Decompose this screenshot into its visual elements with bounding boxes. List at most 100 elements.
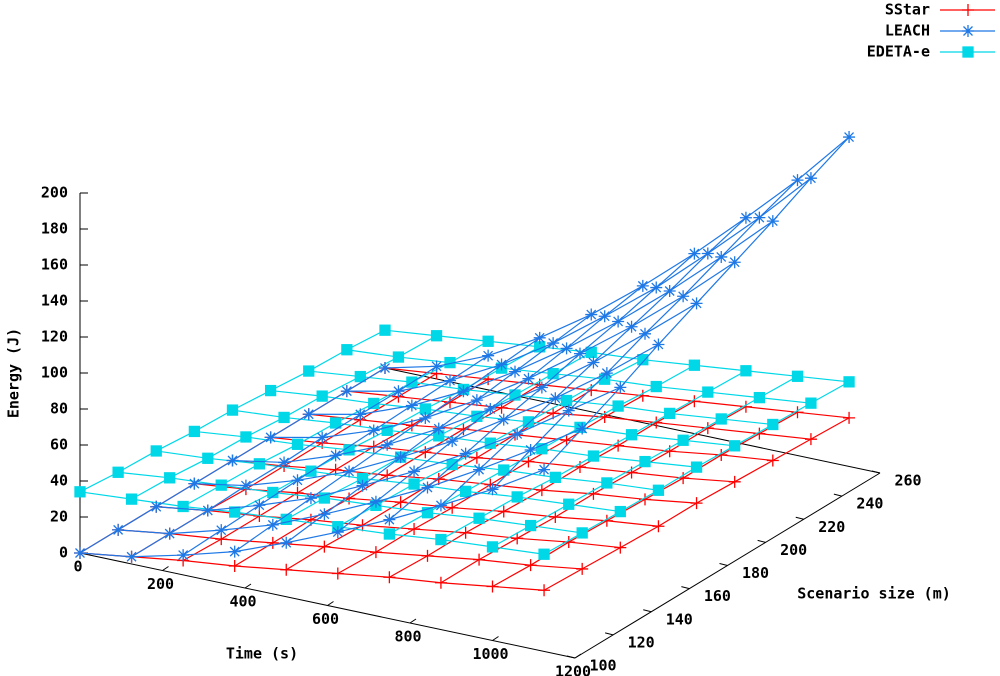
surface-line — [118, 427, 583, 535]
data-point — [538, 584, 551, 597]
x-tick — [492, 636, 499, 641]
data-point — [318, 508, 331, 521]
data-point — [702, 386, 714, 398]
data-point — [444, 396, 456, 409]
data-point — [392, 385, 405, 398]
data-point — [587, 487, 600, 500]
data-point — [354, 408, 367, 421]
data-point — [264, 384, 277, 397]
z-tick-label: 200 — [41, 184, 68, 202]
data-point — [650, 281, 663, 294]
data-point — [509, 365, 521, 378]
data-point — [576, 527, 588, 539]
data-point — [497, 413, 510, 426]
data-point — [381, 424, 393, 436]
data-point — [264, 431, 277, 444]
data-point — [278, 456, 291, 469]
data-point — [435, 533, 447, 546]
data-point — [574, 461, 586, 473]
x-tick — [162, 566, 169, 571]
data-point — [228, 560, 241, 573]
data-point — [804, 433, 817, 446]
data-point — [229, 506, 241, 518]
data-point — [354, 370, 366, 383]
data-point — [524, 519, 537, 532]
data-point — [459, 485, 472, 498]
x-tick — [409, 618, 417, 624]
y-axis-label: Scenario size (m) — [797, 585, 951, 603]
z-tick-label: 100 — [41, 364, 68, 382]
data-point — [766, 215, 779, 228]
data-point — [318, 492, 331, 504]
data-point — [470, 394, 483, 407]
data-point — [280, 563, 293, 576]
y-tick-label: 100 — [589, 657, 616, 675]
data-point — [598, 411, 611, 424]
data-point — [536, 443, 548, 455]
data-point — [549, 510, 562, 523]
surface-line — [79, 469, 545, 558]
data-point — [614, 505, 626, 518]
data-point — [226, 454, 239, 467]
surface-line — [384, 329, 850, 383]
data-point — [446, 435, 459, 448]
data-point — [331, 526, 344, 539]
surface-line — [194, 343, 659, 487]
data-point — [522, 455, 535, 468]
data-point — [585, 308, 598, 321]
x-axis-label: Time (s) — [226, 645, 298, 663]
data-point — [421, 481, 434, 494]
data-point — [446, 501, 459, 514]
z-tick-label: 60 — [50, 436, 68, 454]
y-tick — [643, 609, 652, 613]
data-point — [767, 418, 779, 431]
data-point — [587, 356, 600, 369]
data-point — [729, 440, 741, 452]
data-point — [511, 532, 524, 545]
data-point — [625, 429, 638, 441]
data-point — [843, 376, 855, 388]
data-point — [652, 520, 665, 533]
z-tick-label: 120 — [41, 328, 68, 346]
data-point — [316, 431, 329, 444]
surface-line — [194, 430, 659, 491]
data-point — [547, 337, 560, 350]
data-point — [291, 486, 304, 499]
data-point — [585, 346, 597, 359]
surface-line — [308, 220, 774, 415]
data-point — [576, 562, 589, 575]
data-point — [163, 527, 176, 540]
surface-line — [346, 390, 812, 440]
data-point — [652, 338, 665, 351]
data-point — [652, 484, 665, 496]
data-point — [408, 465, 421, 478]
data-point — [804, 172, 817, 185]
data-point — [614, 381, 627, 394]
data-point — [715, 413, 727, 425]
y-tick-label: 180 — [742, 564, 769, 582]
data-point — [434, 576, 447, 589]
z-tick-label: 180 — [41, 220, 68, 238]
data-point — [486, 541, 499, 553]
data-point — [379, 324, 391, 336]
data-point — [383, 571, 396, 584]
data-point — [177, 549, 190, 562]
data-point — [383, 513, 396, 526]
data-point — [188, 425, 201, 438]
z-tick-label: 40 — [50, 472, 68, 490]
data-point — [177, 500, 189, 513]
x-tick — [574, 653, 582, 659]
data-point — [226, 404, 239, 416]
data-point — [201, 504, 214, 517]
data-point — [484, 437, 496, 449]
data-point — [74, 547, 86, 559]
data-point — [549, 471, 561, 484]
surface-line — [384, 136, 850, 369]
x-tick-label: 800 — [394, 628, 421, 646]
data-point — [560, 434, 573, 447]
y-tick-label: 140 — [666, 610, 693, 628]
data-point — [484, 402, 497, 415]
surface-line — [118, 471, 583, 534]
legend-marker — [962, 4, 974, 16]
